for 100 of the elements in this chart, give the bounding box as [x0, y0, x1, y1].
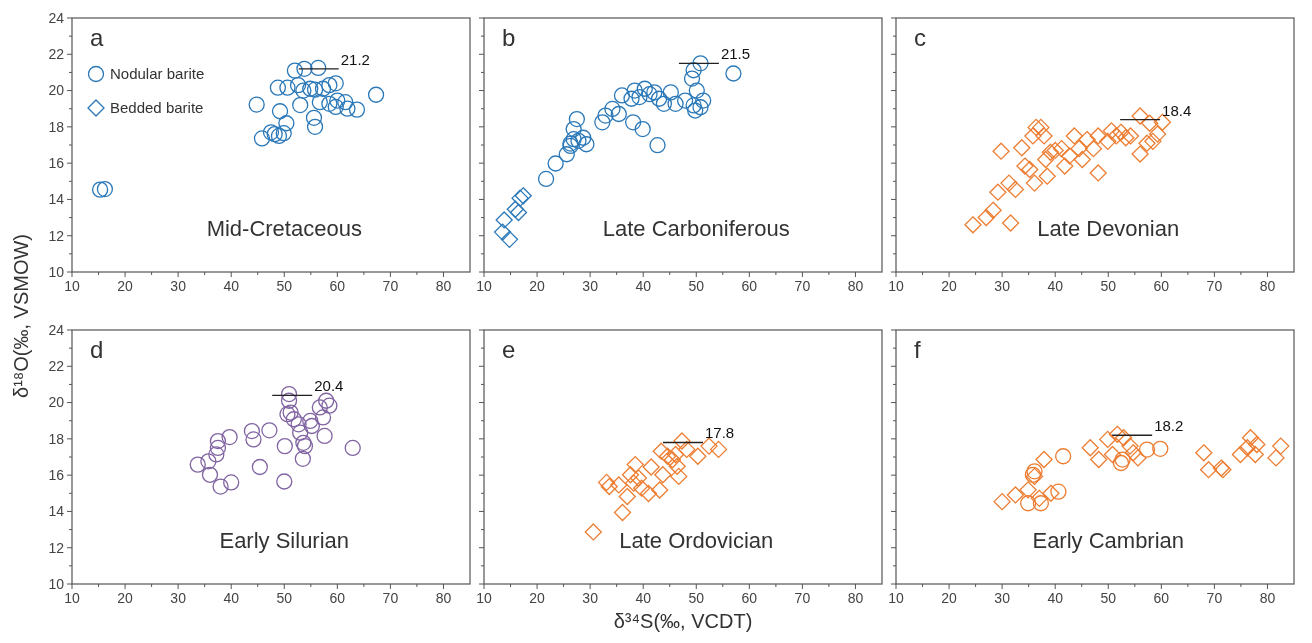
point: [1060, 147, 1079, 165]
point: [1107, 127, 1125, 145]
x-tick-label: 10: [64, 278, 80, 294]
x-axis-title: δ³⁴S(‰, VCDT): [613, 610, 753, 632]
x-tick-label: 60: [329, 590, 346, 606]
x-tick-label: 60: [741, 590, 758, 606]
point: [692, 99, 709, 116]
point: [276, 473, 293, 490]
point: [652, 442, 670, 460]
point: [1117, 129, 1135, 147]
point: [1081, 439, 1099, 457]
point: [292, 96, 309, 114]
annotation: 21.2: [340, 50, 370, 68]
point: [91, 181, 109, 198]
annotation: 20.4: [314, 377, 344, 395]
point: [253, 130, 271, 147]
x-tick-label: 50: [1100, 278, 1117, 294]
x-tick-label: 80: [435, 278, 452, 294]
y-tick-label: 16: [48, 467, 65, 484]
chart-title: a: [90, 24, 104, 51]
point: [1032, 495, 1050, 512]
y-tick-label: 10: [48, 263, 65, 280]
x-tick-label: 70: [382, 278, 399, 294]
annotation: 17.8: [705, 424, 735, 442]
point: [649, 137, 666, 154]
x-tick-label: 10: [888, 590, 904, 606]
text: Early Silurian: [219, 528, 350, 553]
point: [1055, 448, 1072, 465]
point: [1035, 127, 1053, 145]
y-tick-label: 22: [48, 358, 65, 375]
point: [623, 90, 640, 107]
point: [692, 55, 709, 72]
point: [305, 109, 323, 126]
chart-title: e: [502, 336, 516, 363]
text: Early Cambrian: [1032, 528, 1185, 553]
point: [658, 447, 677, 465]
point: [495, 211, 513, 229]
point: [310, 59, 327, 77]
point: [1032, 118, 1050, 137]
point: [1124, 444, 1142, 462]
x-tick-label: 20: [529, 278, 546, 294]
point: [314, 409, 332, 426]
annotation: 18.2: [1154, 417, 1184, 435]
x-tick-label: 70: [1206, 590, 1223, 606]
point: [575, 129, 592, 146]
point: [1099, 430, 1117, 449]
x-tick-label: 70: [794, 590, 811, 606]
x-tick-label: 50: [276, 590, 293, 606]
x-tick-label: 40: [1047, 278, 1064, 294]
point: [662, 84, 679, 101]
point: [1141, 114, 1159, 132]
point: [594, 114, 611, 131]
point: [537, 170, 555, 188]
x-tick-label: 80: [1259, 278, 1276, 294]
point: [290, 416, 307, 433]
point: [639, 484, 658, 503]
point: [1024, 127, 1042, 145]
point: [1052, 139, 1071, 158]
point: [709, 440, 728, 459]
point: [243, 422, 261, 440]
point: [1129, 449, 1147, 467]
point: [327, 75, 344, 92]
point: [626, 455, 644, 474]
point: [302, 80, 319, 97]
point: [294, 450, 311, 467]
point: [321, 397, 338, 414]
point: [189, 456, 206, 473]
point: [1027, 118, 1045, 137]
point: [1246, 445, 1264, 464]
point: [642, 458, 660, 476]
point: [597, 107, 614, 124]
x-tick-label: 50: [688, 590, 705, 606]
x-tick-label: 20: [529, 590, 546, 606]
point: [977, 208, 995, 227]
x-tick-label: 40: [635, 590, 652, 606]
text: Late Carboniferous: [602, 216, 790, 241]
point: [1084, 139, 1103, 158]
y-tick-label: 14: [48, 191, 65, 208]
x-tick-label: 40: [635, 278, 652, 294]
point: [1103, 445, 1122, 464]
y-tick-label: 24: [48, 9, 65, 26]
point: [321, 76, 338, 94]
point: [1035, 450, 1053, 469]
point: [261, 422, 278, 439]
point: [251, 458, 269, 476]
point: [688, 82, 705, 99]
point: [500, 230, 519, 248]
point: [650, 90, 668, 107]
point: [1021, 160, 1039, 179]
point: [1006, 486, 1025, 504]
x-tick-label: 30: [994, 278, 1011, 294]
point: [610, 105, 627, 123]
point: [212, 478, 229, 495]
point: [1114, 451, 1131, 468]
point: [1025, 174, 1044, 192]
point: [624, 114, 642, 131]
point: [1070, 139, 1088, 158]
point: [584, 523, 602, 541]
point: [1108, 425, 1126, 443]
point: [578, 136, 595, 153]
